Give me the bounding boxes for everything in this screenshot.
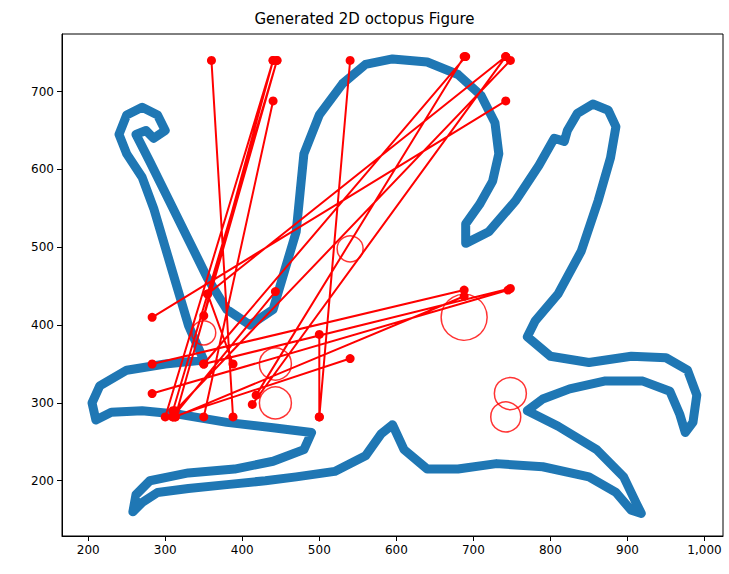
svg-text:700: 700	[462, 543, 485, 557]
svg-text:400: 400	[31, 318, 54, 332]
svg-text:600: 600	[31, 162, 54, 176]
svg-text:200: 200	[31, 474, 54, 488]
svg-text:Generated 2D octopus Figure: Generated 2D octopus Figure	[254, 10, 474, 28]
svg-text:800: 800	[539, 543, 562, 557]
svg-text:300: 300	[31, 396, 54, 410]
svg-text:900: 900	[616, 543, 639, 557]
svg-text:500: 500	[308, 543, 331, 557]
svg-text:200: 200	[77, 543, 100, 557]
svg-text:700: 700	[31, 85, 54, 99]
svg-text:600: 600	[385, 543, 408, 557]
svg-text:300: 300	[154, 543, 177, 557]
svg-text:400: 400	[231, 543, 254, 557]
svg-text:1,000: 1,000	[687, 543, 721, 557]
svg-text:500: 500	[31, 240, 54, 254]
